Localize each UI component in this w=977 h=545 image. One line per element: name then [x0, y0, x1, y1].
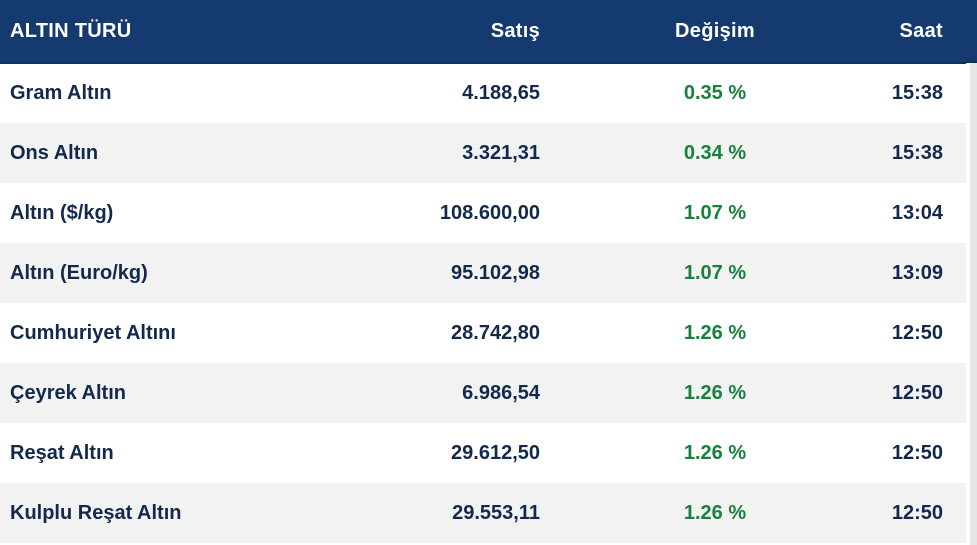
change-cell: 1.26 % [683, 501, 747, 524]
table-row: Altın (Euro/kg) 95.102,98 1.07 % 13:09 [0, 243, 966, 303]
column-header-gold-type: ALTIN TÜRÜ [0, 0, 300, 64]
gold-type-cell: Çeyrek Altın [10, 381, 126, 404]
gold-type-cell: Reşat Altın [10, 441, 114, 464]
table-row: Reşat Altın 29.612,50 1.26 % 12:50 [0, 423, 966, 483]
gold-type-cell: Altın ($/kg) [10, 201, 114, 224]
time-cell: 13:04 [891, 201, 943, 224]
table-body: Gram Altın 4.188,65 0.35 % 15:38 Ons Altın 3.… [0, 63, 966, 543]
column-header-price: Satış [300, 0, 540, 64]
gold-type-cell: Cumhuriyet Altını [10, 321, 176, 344]
price-cell: 29.612,50 [451, 441, 540, 464]
change-cell: 1.26 % [683, 381, 747, 404]
column-header-change: Değişim [540, 0, 890, 64]
time-cell: 12:50 [891, 501, 943, 524]
time-cell: 15:38 [891, 141, 943, 164]
time-cell: 12:50 [891, 441, 943, 464]
gold-type-cell: Ons Altın [10, 141, 99, 164]
change-cell: 0.35 % [683, 82, 747, 104]
table-header-row: ALTIN TÜRÜ Satış Değişim Saat [0, 0, 966, 64]
table-row: Gram Altın 4.188,65 0.35 % 15:38 [0, 63, 966, 123]
gold-type-cell: Gram Altın [10, 82, 112, 104]
time-cell: 15:38 [891, 82, 943, 104]
table-row: Altın ($/kg) 108.600,00 1.07 % 13:04 [0, 183, 966, 243]
gold-type-cell: Kulplu Reşat Altın [10, 501, 182, 524]
price-cell: 108.600,00 [439, 201, 540, 224]
table-row: Kulplu Reşat Altın 29.553,11 1.26 % 12:50 [0, 483, 966, 543]
change-cell: 1.07 % [683, 201, 747, 224]
change-cell: 1.26 % [683, 321, 747, 344]
time-cell: 13:09 [891, 261, 943, 284]
table-header: ALTIN TÜRÜ Satış Değişim Saat [0, 0, 966, 64]
table-row: Cumhuriyet Altını 28.742,80 1.26 % 12:50 [0, 303, 966, 363]
gold-type-cell: Altın (Euro/kg) [10, 261, 148, 284]
table-row: Çeyrek Altın 6.986,54 1.26 % 12:50 [0, 363, 966, 423]
price-cell: 4.188,65 [462, 82, 540, 104]
change-cell: 1.07 % [683, 261, 747, 284]
change-cell: 0.34 % [683, 141, 747, 164]
time-cell: 12:50 [891, 381, 943, 404]
price-cell: 28.742,80 [451, 321, 540, 344]
change-cell: 1.26 % [683, 441, 747, 464]
price-cell: 95.102,98 [451, 261, 540, 284]
table-row: Ons Altın 3.321,31 0.34 % 15:38 [0, 123, 966, 183]
time-cell: 12:50 [891, 321, 943, 344]
price-cell: 3.321,31 [462, 141, 540, 164]
vertical-scrollbar[interactable] [970, 63, 977, 545]
price-cell: 29.553,11 [452, 501, 540, 524]
price-cell: 6.986,54 [462, 381, 540, 404]
column-header-time: Saat [890, 0, 966, 64]
